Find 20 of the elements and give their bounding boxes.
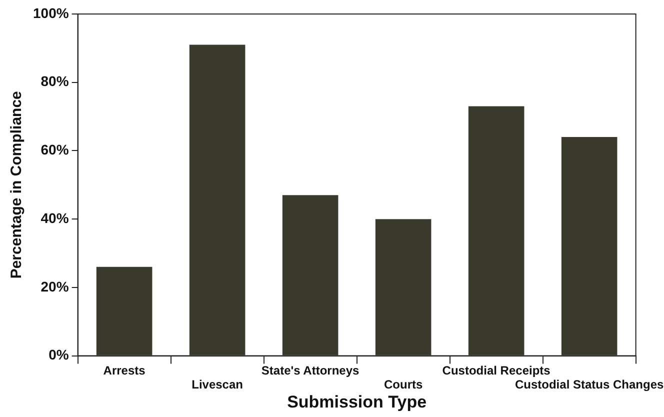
x-tick-label: Custodial Status Changes — [514, 378, 664, 392]
y-tick-label: 100% — [32, 4, 70, 21]
bar — [468, 106, 524, 356]
x-tick-label: Courts — [384, 378, 423, 392]
bar — [189, 44, 246, 356]
y-axis-title: Percentage in Compliance — [8, 91, 26, 279]
bar — [282, 195, 338, 356]
x-tick-label: Arrests — [103, 363, 146, 378]
y-tick-label: 0% — [48, 346, 70, 363]
x-tick-label: Custodial Receipts — [442, 363, 551, 378]
bar — [96, 266, 152, 356]
x-axis-title: Submission Type — [287, 392, 427, 412]
y-tick-label: 60% — [40, 142, 70, 158]
x-tick-label: State's Attorneys — [261, 363, 360, 378]
y-tick-label: 20% — [40, 278, 70, 294]
y-tick-label: 80% — [40, 73, 70, 90]
y-tick-label: 40% — [40, 210, 70, 226]
bar — [375, 219, 432, 356]
bar — [561, 137, 618, 356]
x-tick-label: Livescan — [192, 378, 243, 392]
